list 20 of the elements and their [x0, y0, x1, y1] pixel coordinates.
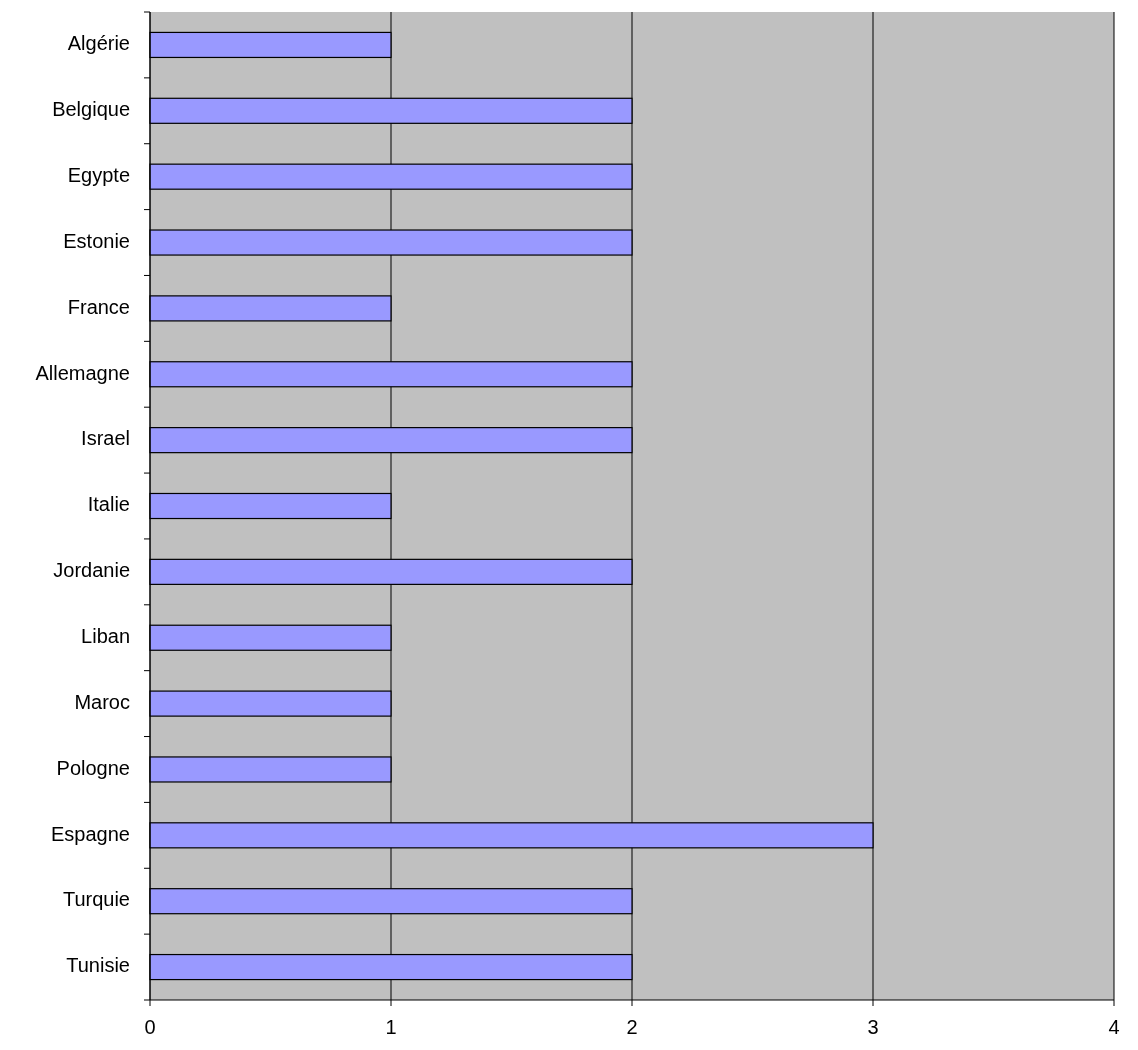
y-tick-label: Allemagne [35, 361, 130, 384]
y-tick-label: Turquie [62, 888, 130, 911]
y-tick-label: Egypte [67, 163, 130, 186]
y-tick-label: Pologne [56, 756, 130, 779]
y-tick-label: Liban [81, 625, 130, 648]
y-tick-label: Jordanie [53, 559, 130, 582]
x-tick-label: 4 [1108, 1016, 1120, 1038]
x-tick-label: 3 [867, 1016, 879, 1038]
y-tick-label: Espagne [51, 822, 130, 845]
y-tick-label: France [67, 295, 130, 318]
y-tick-label: Belgique [52, 98, 130, 121]
y-tick-label: Algérie [67, 32, 130, 55]
x-tick-label: 1 [385, 1016, 397, 1038]
y-tick-label: Israel [81, 427, 130, 450]
x-tick-label: 0 [144, 1016, 156, 1038]
y-tick-label: Italie [87, 493, 130, 516]
x-tick-label: 2 [626, 1016, 638, 1038]
y-tick-label: Tunisie [66, 954, 130, 977]
y-tick-label: Estonie [63, 229, 130, 252]
y-tick-label: Maroc [74, 690, 130, 713]
